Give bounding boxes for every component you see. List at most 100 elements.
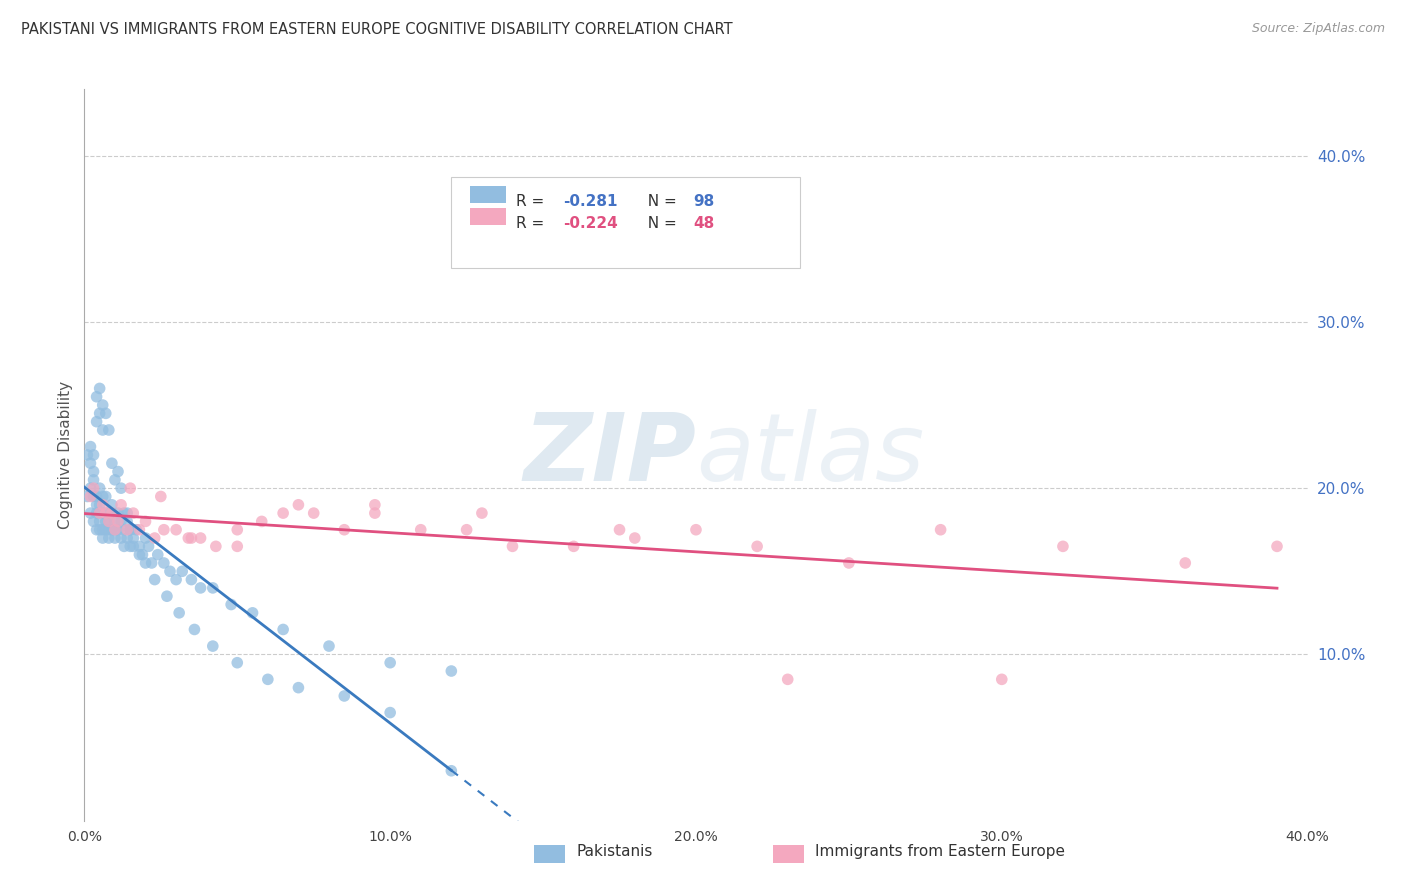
Point <box>141 556 163 570</box>
Point <box>97 531 120 545</box>
Point <box>110 515 132 529</box>
Point <box>380 656 402 670</box>
Text: -0.224: -0.224 <box>562 216 617 231</box>
Text: 98: 98 <box>693 194 714 209</box>
Point <box>83 481 105 495</box>
Text: -0.281: -0.281 <box>562 194 617 209</box>
Text: N =: N = <box>638 216 682 231</box>
Point <box>125 523 148 537</box>
Text: ZIP: ZIP <box>523 409 696 501</box>
Point <box>180 573 202 587</box>
Point <box>190 581 212 595</box>
Point <box>86 523 108 537</box>
Point <box>86 415 108 429</box>
Point <box>83 515 105 529</box>
Point <box>172 564 194 578</box>
Point <box>156 589 179 603</box>
Point <box>318 639 340 653</box>
Point <box>91 398 114 412</box>
FancyBboxPatch shape <box>470 209 506 225</box>
Point <box>91 490 114 504</box>
FancyBboxPatch shape <box>470 186 506 202</box>
Point <box>153 556 176 570</box>
Point <box>104 523 127 537</box>
Point <box>180 531 202 545</box>
Point <box>97 515 120 529</box>
Point <box>83 473 105 487</box>
Point <box>226 523 249 537</box>
Point <box>91 531 114 545</box>
Point <box>79 440 101 454</box>
Point <box>201 581 224 595</box>
Text: 48: 48 <box>693 216 714 231</box>
Point <box>364 506 387 520</box>
Point <box>101 498 124 512</box>
Point <box>991 673 1014 687</box>
Point <box>110 531 132 545</box>
Point <box>135 531 157 545</box>
Point <box>135 515 157 529</box>
Point <box>183 623 205 637</box>
Point <box>138 539 160 553</box>
Point <box>120 523 142 537</box>
Point <box>79 490 101 504</box>
Text: Immigrants from Eastern Europe: Immigrants from Eastern Europe <box>815 845 1066 859</box>
Point <box>89 381 111 395</box>
Point <box>122 539 145 553</box>
Text: N =: N = <box>638 194 682 209</box>
Point <box>112 506 135 520</box>
Point <box>838 556 860 570</box>
Point <box>101 456 124 470</box>
Point <box>89 506 111 520</box>
Point <box>91 523 114 537</box>
Point <box>143 573 166 587</box>
Point <box>1265 539 1288 553</box>
Text: Source: ZipAtlas.com: Source: ZipAtlas.com <box>1251 22 1385 36</box>
Point <box>97 523 120 537</box>
Point <box>165 523 187 537</box>
Point <box>86 506 108 520</box>
Point <box>79 456 101 470</box>
Point <box>91 506 114 520</box>
Point <box>97 423 120 437</box>
Point <box>97 506 120 520</box>
Point <box>135 556 157 570</box>
Point <box>89 515 111 529</box>
Point <box>190 531 212 545</box>
Point <box>776 673 799 687</box>
Point <box>94 506 117 520</box>
Point <box>159 564 181 578</box>
Point <box>89 498 111 512</box>
Point <box>76 448 98 462</box>
Point <box>94 490 117 504</box>
Text: R =: R = <box>516 194 550 209</box>
Point <box>201 639 224 653</box>
Point <box>364 498 387 512</box>
Point <box>440 764 463 778</box>
Point <box>226 656 249 670</box>
Point <box>609 523 631 537</box>
Point <box>89 506 111 520</box>
Point <box>101 523 124 537</box>
Point <box>302 506 325 520</box>
Point <box>83 490 105 504</box>
Point <box>409 523 432 537</box>
Point <box>219 598 242 612</box>
Point <box>333 689 356 703</box>
Point <box>1174 556 1197 570</box>
Point <box>120 523 142 537</box>
Text: atlas: atlas <box>696 409 924 500</box>
Point <box>79 506 101 520</box>
Point <box>128 539 150 553</box>
Point <box>97 515 120 529</box>
Text: Pakistanis: Pakistanis <box>576 845 652 859</box>
Point <box>440 664 463 678</box>
Point <box>287 498 309 512</box>
Text: R =: R = <box>516 216 550 231</box>
Point <box>83 448 105 462</box>
Point <box>101 506 124 520</box>
Point <box>89 523 111 537</box>
Point <box>271 623 294 637</box>
Point <box>112 539 135 553</box>
Point <box>380 706 402 720</box>
